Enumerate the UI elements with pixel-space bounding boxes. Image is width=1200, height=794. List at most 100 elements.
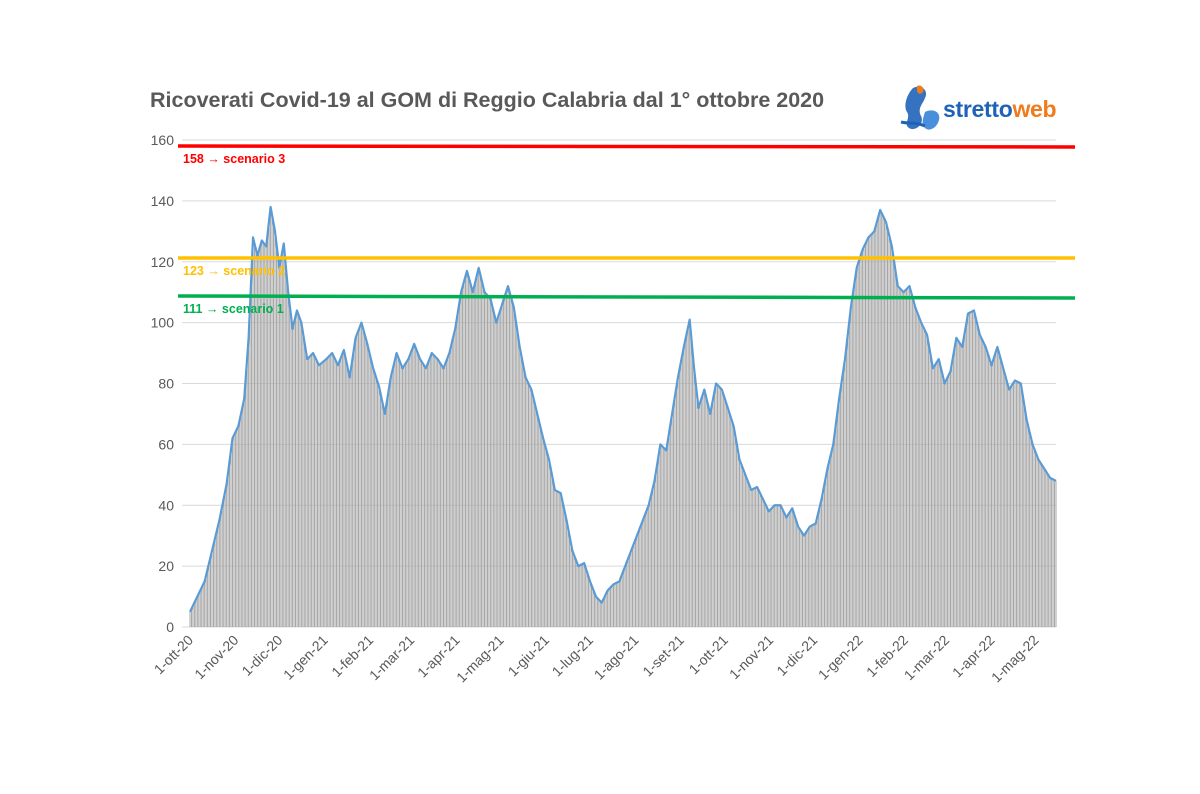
bar [1040,464,1042,627]
bar [267,233,269,627]
bar [866,240,868,627]
bar [993,356,995,627]
bar [823,483,825,627]
bar [763,502,765,627]
bar [950,371,951,627]
x-tick-label: 1-mag-22 [988,632,1042,686]
bar [472,292,474,627]
bar [533,401,535,627]
bar [601,602,603,627]
bar [1004,373,1006,627]
bar [859,258,861,627]
bar [315,359,317,627]
bar [460,292,462,627]
bar [593,592,595,627]
bar [974,316,976,627]
bar [1018,382,1020,627]
bar [466,270,468,627]
bar [853,287,855,627]
bar [1014,380,1016,627]
bar [425,368,427,627]
bar [939,365,941,627]
bar [722,394,724,627]
bar [519,346,521,627]
bar [807,528,809,627]
bar [760,496,762,627]
bar [358,330,360,627]
bar [434,356,436,627]
bar [632,547,634,627]
bar [904,290,906,627]
bar [774,505,776,627]
bar [242,405,244,627]
bar [237,426,239,627]
bar [478,267,480,627]
bar [768,511,770,627]
bar [585,567,587,627]
bar [261,240,263,627]
bar [692,352,694,627]
bar [882,216,884,627]
y-tick-label: 80 [158,376,174,392]
bar [462,286,464,627]
bar [473,286,475,627]
bar [812,525,814,627]
x-tick-label: 1-dic-21 [773,632,820,679]
bar [673,404,675,627]
bar [579,565,581,627]
bar [580,564,582,627]
bar [908,286,910,627]
bar [226,483,228,627]
bar [759,493,761,627]
bar [782,511,784,627]
bar [1051,478,1053,627]
bar [355,337,357,627]
bar [718,386,720,627]
bar [886,228,888,627]
bar [607,590,609,627]
bar [330,354,332,627]
bar [486,295,488,627]
bar [1026,420,1028,627]
bar [262,242,264,627]
bar [733,426,735,627]
bar [614,583,616,627]
bar [828,462,830,627]
bar [749,486,751,627]
bar [210,556,212,627]
bar [794,517,796,627]
x-tick-label: 1-nov-21 [726,632,777,683]
bar [277,255,279,627]
bar [224,491,226,627]
bar [977,328,979,627]
bar [582,563,584,627]
bar [415,347,417,627]
bar [314,356,316,627]
bar [696,394,698,627]
bar [697,407,699,627]
bar [926,334,928,627]
bar [448,353,450,627]
bar [445,360,447,627]
bar [901,290,903,627]
bar [847,333,849,627]
bar [274,231,276,627]
bar [337,365,339,627]
bar [875,225,877,628]
bar [451,340,453,627]
bar [359,326,361,627]
bar [750,490,752,627]
bar [444,364,446,627]
bar [743,471,745,627]
x-tick-label: 1-gen-21 [280,632,331,683]
bar [699,403,701,627]
bar [840,388,842,627]
bar [525,377,527,627]
bar [1034,451,1036,627]
bar [765,505,767,627]
bar [252,237,254,627]
bar [746,478,748,627]
bar [570,543,572,627]
bar [995,351,997,627]
bar [788,512,790,627]
